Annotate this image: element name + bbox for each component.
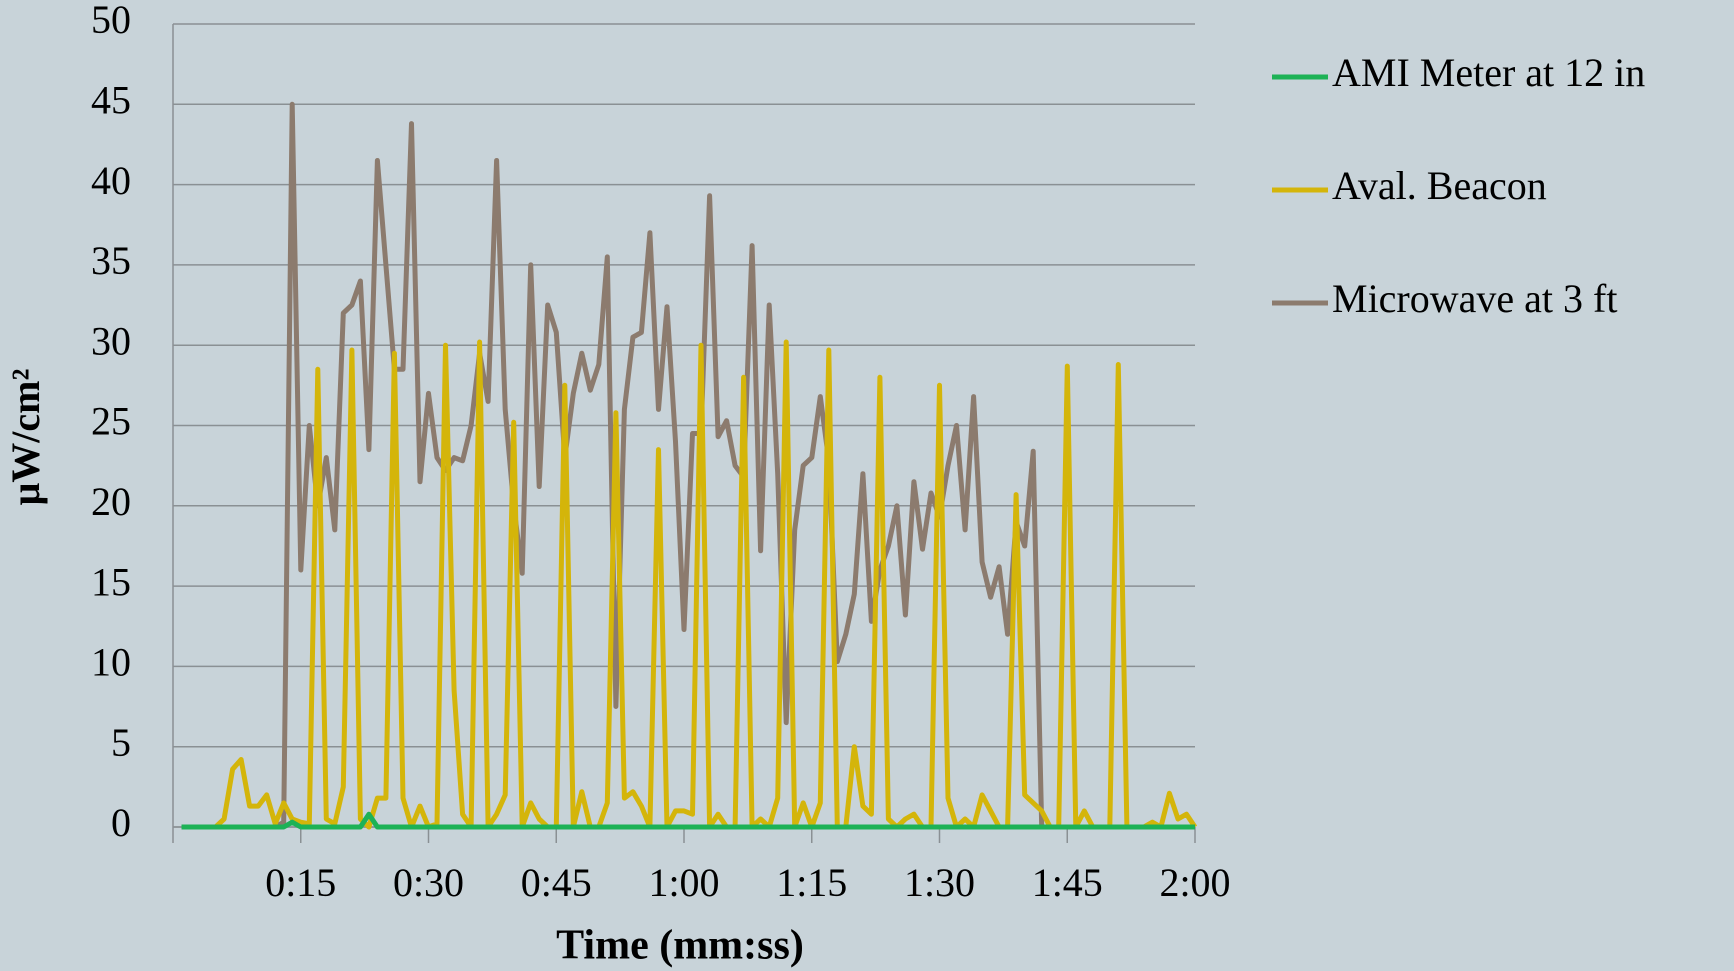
x-tick-label: 2:00 bbox=[1159, 860, 1230, 905]
x-tick-label: 1:45 bbox=[1032, 860, 1103, 905]
x-tick-label: 1:30 bbox=[904, 860, 975, 905]
x-axis-title: Time (mm:ss) bbox=[556, 923, 804, 969]
y-tick-label: 25 bbox=[91, 399, 131, 444]
legend-label: Aval. Beacon bbox=[1332, 163, 1547, 208]
legend-label: AMI Meter at 12 in bbox=[1332, 50, 1645, 95]
x-tick-label: 0:15 bbox=[265, 860, 336, 905]
y-tick-label: 15 bbox=[91, 559, 131, 604]
legend-label: Microwave at 3 ft bbox=[1332, 276, 1617, 321]
y-tick-label: 0 bbox=[111, 800, 131, 845]
x-tick-label: 0:45 bbox=[521, 860, 592, 905]
x-tick-label: 0:30 bbox=[393, 860, 464, 905]
series-line bbox=[181, 339, 1198, 830]
y-tick-label: 20 bbox=[91, 479, 131, 524]
x-tick-label: 1:15 bbox=[776, 860, 847, 905]
x-tick-label: 1:00 bbox=[648, 860, 719, 905]
y-axis-title: μW/cm² bbox=[3, 369, 48, 506]
series-line bbox=[181, 101, 1195, 830]
series-line bbox=[181, 811, 1195, 830]
y-tick-label: 30 bbox=[91, 318, 131, 363]
y-tick-label: 40 bbox=[91, 158, 131, 203]
y-tick-label: 50 bbox=[91, 0, 131, 42]
y-tick-label: 5 bbox=[111, 720, 131, 765]
y-tick-label: 45 bbox=[91, 77, 131, 122]
y-tick-label: 10 bbox=[91, 640, 131, 685]
y-tick-label: 35 bbox=[91, 238, 131, 283]
